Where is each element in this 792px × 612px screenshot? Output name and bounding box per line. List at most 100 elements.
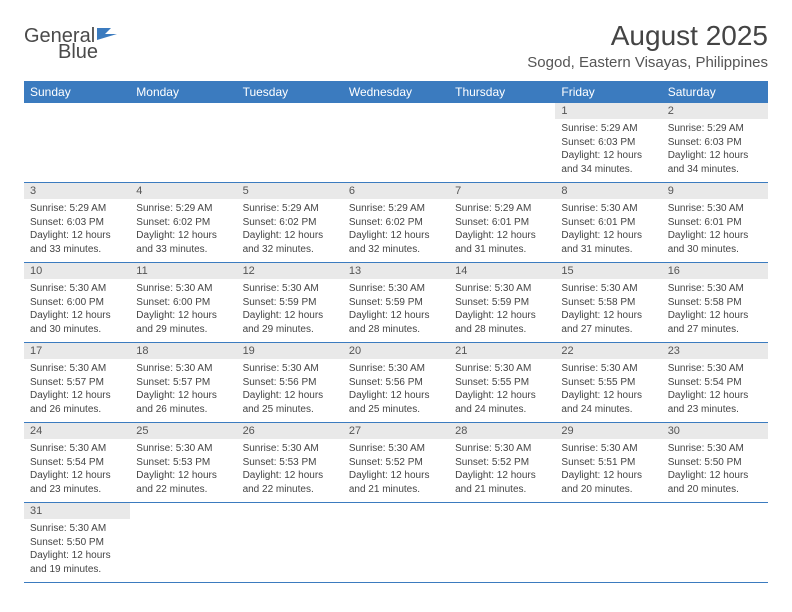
day-number bbox=[237, 503, 343, 519]
day-number: 4 bbox=[130, 183, 236, 199]
day-details: Sunrise: 5:30 AMSunset: 5:57 PMDaylight:… bbox=[130, 359, 236, 422]
calendar-cell: 26Sunrise: 5:30 AMSunset: 5:53 PMDayligh… bbox=[237, 423, 343, 503]
day-details: Sunrise: 5:30 AMSunset: 5:59 PMDaylight:… bbox=[343, 279, 449, 342]
day-details: Sunrise: 5:29 AMSunset: 6:02 PMDaylight:… bbox=[237, 199, 343, 262]
calendar-page: General Blue August 2025 Sogod, Eastern … bbox=[0, 0, 792, 603]
calendar-cell: 16Sunrise: 5:30 AMSunset: 5:58 PMDayligh… bbox=[662, 263, 768, 343]
title-block: August 2025 Sogod, Eastern Visayas, Phil… bbox=[527, 20, 768, 71]
day-number: 20 bbox=[343, 343, 449, 359]
day-number: 7 bbox=[449, 183, 555, 199]
day-number: 3 bbox=[24, 183, 130, 199]
logo-text: General Blue bbox=[24, 26, 119, 62]
day-details bbox=[237, 119, 343, 169]
day-details: Sunrise: 5:30 AMSunset: 5:50 PMDaylight:… bbox=[24, 519, 130, 582]
day-details: Sunrise: 5:29 AMSunset: 6:02 PMDaylight:… bbox=[343, 199, 449, 262]
calendar-cell bbox=[343, 503, 449, 583]
calendar-cell: 2Sunrise: 5:29 AMSunset: 6:03 PMDaylight… bbox=[662, 103, 768, 183]
calendar-cell: 20Sunrise: 5:30 AMSunset: 5:56 PMDayligh… bbox=[343, 343, 449, 423]
calendar-cell: 28Sunrise: 5:30 AMSunset: 5:52 PMDayligh… bbox=[449, 423, 555, 503]
calendar-header-row: SundayMondayTuesdayWednesdayThursdayFrid… bbox=[24, 81, 768, 103]
calendar-cell: 13Sunrise: 5:30 AMSunset: 5:59 PMDayligh… bbox=[343, 263, 449, 343]
calendar-cell: 29Sunrise: 5:30 AMSunset: 5:51 PMDayligh… bbox=[555, 423, 661, 503]
calendar-cell: 3Sunrise: 5:29 AMSunset: 6:03 PMDaylight… bbox=[24, 183, 130, 263]
day-number: 22 bbox=[555, 343, 661, 359]
calendar-cell: 10Sunrise: 5:30 AMSunset: 6:00 PMDayligh… bbox=[24, 263, 130, 343]
day-details: Sunrise: 5:30 AMSunset: 5:55 PMDaylight:… bbox=[449, 359, 555, 422]
weekday-header: Sunday bbox=[24, 81, 130, 103]
calendar-cell bbox=[343, 103, 449, 183]
day-details bbox=[343, 119, 449, 169]
weekday-header: Saturday bbox=[662, 81, 768, 103]
calendar-cell bbox=[662, 503, 768, 583]
day-details: Sunrise: 5:29 AMSunset: 6:03 PMDaylight:… bbox=[555, 119, 661, 182]
day-number: 1 bbox=[555, 103, 661, 119]
day-details bbox=[130, 119, 236, 169]
day-number: 28 bbox=[449, 423, 555, 439]
calendar-cell: 6Sunrise: 5:29 AMSunset: 6:02 PMDaylight… bbox=[343, 183, 449, 263]
day-number: 11 bbox=[130, 263, 236, 279]
day-number bbox=[449, 503, 555, 519]
day-number: 18 bbox=[130, 343, 236, 359]
day-details bbox=[343, 519, 449, 569]
calendar-cell: 21Sunrise: 5:30 AMSunset: 5:55 PMDayligh… bbox=[449, 343, 555, 423]
calendar-cell: 7Sunrise: 5:29 AMSunset: 6:01 PMDaylight… bbox=[449, 183, 555, 263]
calendar-week-row: 10Sunrise: 5:30 AMSunset: 6:00 PMDayligh… bbox=[24, 263, 768, 343]
day-details bbox=[662, 519, 768, 569]
day-details: Sunrise: 5:30 AMSunset: 6:01 PMDaylight:… bbox=[662, 199, 768, 262]
calendar-cell bbox=[237, 103, 343, 183]
brand-line2: Blue bbox=[58, 41, 98, 63]
brand-logo: General Blue bbox=[24, 26, 119, 62]
day-details: Sunrise: 5:30 AMSunset: 5:50 PMDaylight:… bbox=[662, 439, 768, 502]
calendar-cell: 24Sunrise: 5:30 AMSunset: 5:54 PMDayligh… bbox=[24, 423, 130, 503]
calendar-cell: 19Sunrise: 5:30 AMSunset: 5:56 PMDayligh… bbox=[237, 343, 343, 423]
day-number: 16 bbox=[662, 263, 768, 279]
day-details: Sunrise: 5:30 AMSunset: 5:54 PMDaylight:… bbox=[662, 359, 768, 422]
day-details: Sunrise: 5:29 AMSunset: 6:02 PMDaylight:… bbox=[130, 199, 236, 262]
day-details: Sunrise: 5:30 AMSunset: 5:52 PMDaylight:… bbox=[343, 439, 449, 502]
calendar-cell bbox=[449, 103, 555, 183]
calendar-cell bbox=[130, 103, 236, 183]
calendar-week-row: 24Sunrise: 5:30 AMSunset: 5:54 PMDayligh… bbox=[24, 423, 768, 503]
day-details: Sunrise: 5:30 AMSunset: 5:55 PMDaylight:… bbox=[555, 359, 661, 422]
day-number: 13 bbox=[343, 263, 449, 279]
day-details: Sunrise: 5:30 AMSunset: 5:53 PMDaylight:… bbox=[130, 439, 236, 502]
day-details: Sunrise: 5:30 AMSunset: 6:00 PMDaylight:… bbox=[130, 279, 236, 342]
header: General Blue August 2025 Sogod, Eastern … bbox=[24, 20, 768, 71]
day-number: 5 bbox=[237, 183, 343, 199]
day-number: 9 bbox=[662, 183, 768, 199]
calendar-cell: 31Sunrise: 5:30 AMSunset: 5:50 PMDayligh… bbox=[24, 503, 130, 583]
day-details: Sunrise: 5:30 AMSunset: 5:56 PMDaylight:… bbox=[237, 359, 343, 422]
calendar-cell: 15Sunrise: 5:30 AMSunset: 5:58 PMDayligh… bbox=[555, 263, 661, 343]
day-details: Sunrise: 5:30 AMSunset: 5:53 PMDaylight:… bbox=[237, 439, 343, 502]
calendar-table: SundayMondayTuesdayWednesdayThursdayFrid… bbox=[24, 81, 768, 583]
day-number: 2 bbox=[662, 103, 768, 119]
day-details bbox=[555, 519, 661, 569]
day-number: 17 bbox=[24, 343, 130, 359]
day-number bbox=[555, 503, 661, 519]
day-number bbox=[662, 503, 768, 519]
weekday-header: Friday bbox=[555, 81, 661, 103]
day-details: Sunrise: 5:30 AMSunset: 5:58 PMDaylight:… bbox=[555, 279, 661, 342]
weekday-header: Tuesday bbox=[237, 81, 343, 103]
day-number: 10 bbox=[24, 263, 130, 279]
day-number: 27 bbox=[343, 423, 449, 439]
month-title: August 2025 bbox=[527, 20, 768, 52]
day-number: 26 bbox=[237, 423, 343, 439]
day-details: Sunrise: 5:29 AMSunset: 6:03 PMDaylight:… bbox=[24, 199, 130, 262]
calendar-week-row: 3Sunrise: 5:29 AMSunset: 6:03 PMDaylight… bbox=[24, 183, 768, 263]
calendar-cell: 9Sunrise: 5:30 AMSunset: 6:01 PMDaylight… bbox=[662, 183, 768, 263]
day-number: 25 bbox=[130, 423, 236, 439]
calendar-cell: 27Sunrise: 5:30 AMSunset: 5:52 PMDayligh… bbox=[343, 423, 449, 503]
day-number bbox=[237, 103, 343, 119]
day-details: Sunrise: 5:29 AMSunset: 6:01 PMDaylight:… bbox=[449, 199, 555, 262]
day-number: 21 bbox=[449, 343, 555, 359]
day-details: Sunrise: 5:30 AMSunset: 5:52 PMDaylight:… bbox=[449, 439, 555, 502]
calendar-week-row: 1Sunrise: 5:29 AMSunset: 6:03 PMDaylight… bbox=[24, 103, 768, 183]
calendar-cell: 23Sunrise: 5:30 AMSunset: 5:54 PMDayligh… bbox=[662, 343, 768, 423]
day-number: 6 bbox=[343, 183, 449, 199]
day-details bbox=[449, 119, 555, 169]
calendar-cell bbox=[237, 503, 343, 583]
day-number: 23 bbox=[662, 343, 768, 359]
flag-icon bbox=[97, 26, 119, 40]
day-number bbox=[343, 103, 449, 119]
